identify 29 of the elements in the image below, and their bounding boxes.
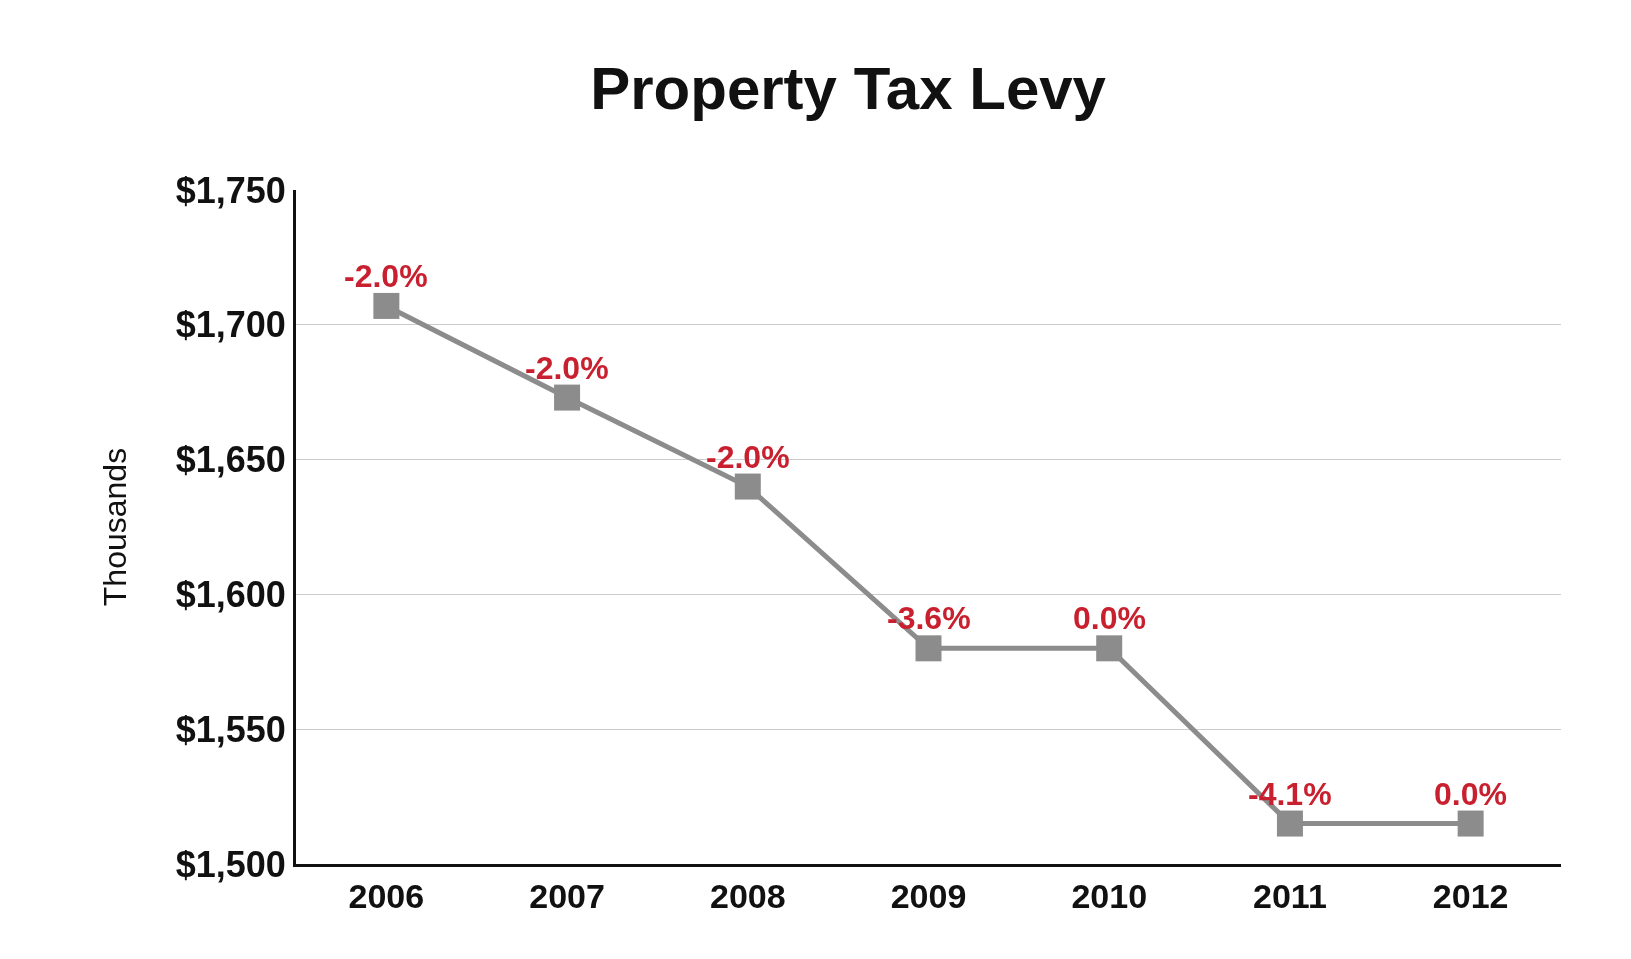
annotation: -4.1% xyxy=(1248,776,1332,812)
annotation: 0.0% xyxy=(1434,776,1507,812)
y-tick-label: $1,550 xyxy=(175,708,286,750)
y-tick-label: $1,600 xyxy=(175,574,286,615)
y-axis-title: Thousands xyxy=(96,447,133,607)
x-tick-label: 2010 xyxy=(1071,876,1148,915)
x-tick-label: 2012 xyxy=(1432,876,1509,915)
x-tick-label: 2008 xyxy=(709,876,786,915)
x-tick-label: 2009 xyxy=(890,876,967,915)
annotation: -2.0% xyxy=(344,258,428,294)
annotation: 0.0% xyxy=(1073,600,1146,636)
annotation: -2.0% xyxy=(525,350,609,386)
y-tick-label: $1,650 xyxy=(175,439,286,481)
point xyxy=(554,384,581,411)
y-tick-label: $1,750 xyxy=(175,169,286,211)
x-tick-label: 2006 xyxy=(348,876,425,915)
annotation: -2.0% xyxy=(706,439,790,475)
y-tick-label: $1,500 xyxy=(175,843,286,885)
point xyxy=(373,292,400,319)
point xyxy=(1096,635,1123,662)
point xyxy=(1276,810,1303,837)
y-tick-label: $1,700 xyxy=(175,304,286,346)
point xyxy=(734,473,761,500)
x-tick-label: 2011 xyxy=(1253,876,1327,915)
point xyxy=(1457,810,1484,837)
x-tick-label: 2007 xyxy=(529,876,605,915)
annotation: -3.6% xyxy=(887,600,971,636)
chart-title: Property Tax Levy xyxy=(590,55,1107,123)
point xyxy=(915,635,942,662)
